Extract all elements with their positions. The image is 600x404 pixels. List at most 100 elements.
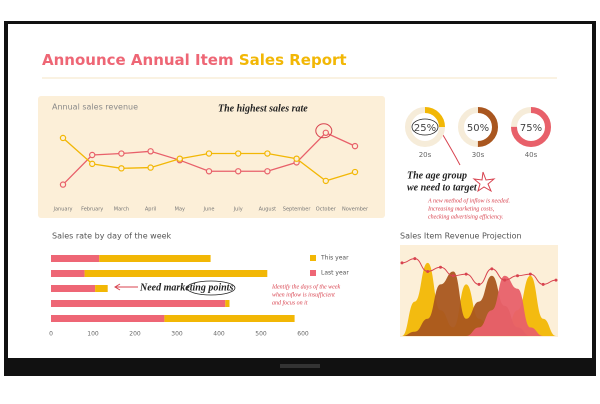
logo [280,364,320,368]
point [516,274,519,278]
annotation: A new method of inflow is needed. [427,197,510,204]
point [528,272,532,276]
bar-segment [164,315,295,322]
point [351,142,359,150]
donut-arc [458,107,498,147]
point [234,168,242,175]
annotation: Increasing marketing costs, [427,206,495,212]
bar-segment [51,315,165,322]
point [293,155,300,162]
point [426,270,430,273]
point [322,177,329,185]
x-tick-label: June [203,207,215,213]
bar-segment [51,285,96,292]
chart-title: Sales rate by day of the week [52,232,172,241]
x-tick-label: November [342,207,369,213]
annotation: checking advertising efficiency. [428,213,503,220]
title-highlight: Sales Report [239,51,347,69]
x-tick-label: September [283,207,312,213]
x-tick-label: March [114,207,129,213]
bar-segment [51,255,100,262]
bar-segment [84,270,268,277]
legend-label: Last year [321,270,349,277]
arrow [114,283,138,291]
x-tick-label: 600 [297,331,309,338]
donut-value: 25% [414,123,436,134]
point [147,164,154,171]
x-tick-label: April [145,207,156,213]
area [402,275,556,336]
point [147,148,154,155]
highlight-circle [186,280,236,296]
point [234,150,242,157]
bar-segment [95,285,108,292]
point [205,168,213,175]
annotation: The age group [407,170,467,181]
bar-segment [99,255,211,262]
point [118,150,125,157]
x-tick-label: 200 [129,331,141,338]
point [59,181,67,188]
annotation: when inflow is insufficient [272,291,335,298]
annotation: Need marketing points [139,282,233,293]
point [88,160,96,168]
x-tick-label: 400 [213,331,225,338]
x-tick-label: 300 [171,331,183,338]
highlight-circle [411,118,439,136]
highlight-circle [315,123,333,139]
x-tick-label: July [233,207,243,213]
point [413,257,417,261]
bar-segment [225,300,230,307]
point [503,278,507,282]
x-tick-label: 500 [255,331,267,338]
x-tick-label: October [316,207,337,213]
annotation: Identify the days of the week [271,283,340,290]
chart-title: Sales Item Revenue Projection [400,232,522,241]
title-main: Announce Annual Item [42,51,234,69]
point [451,274,455,278]
panel [38,96,385,218]
point [322,129,329,136]
annotation: and focus on it [272,299,308,306]
x-tick-label: 100 [87,331,99,338]
bar-segment [51,270,85,277]
point [477,282,481,286]
donut-value: 50% [467,123,489,134]
x-tick-label: February [81,207,103,213]
donut-label: 30s [472,151,485,159]
donut-arc [511,107,551,147]
donut-label: 20s [419,151,432,159]
bar-segment [51,300,226,307]
star-icon [472,171,496,193]
legend-swatch [310,270,316,276]
donut-value: 75% [520,123,542,134]
x-tick-label: May [175,207,185,213]
annotation: we need to target [407,182,478,193]
point [88,151,96,159]
annotation: The highest sales rate [218,103,308,114]
point [464,272,468,276]
point [118,165,125,172]
donut-label: 40s [525,151,538,159]
x-tick-label: January [53,207,73,213]
point [400,261,404,265]
area [402,271,556,336]
x-tick-label: 0 [49,331,53,338]
point [351,168,359,176]
legend-label: This year [320,255,349,262]
point [554,278,558,282]
point [490,267,494,271]
page-title: Announce Annual Item Sales Report [42,51,347,69]
point [59,134,67,142]
point [541,282,545,286]
donut-arc [405,107,445,147]
legend-swatch [310,255,316,261]
point [205,150,213,157]
point [264,150,271,157]
x-tick-label: August [259,207,277,213]
point [176,155,183,162]
point [439,265,442,269]
chart-title: Annual sales revenue [52,103,138,112]
point [264,168,271,175]
